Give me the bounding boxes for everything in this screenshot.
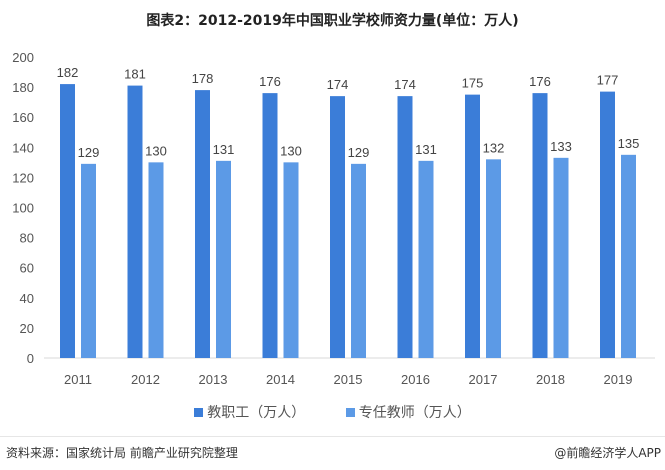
source-note: 资料来源：国家统计局 前瞻产业研究院整理 (6, 446, 238, 460)
legend-swatch (345, 408, 355, 417)
y-tick-label: 120 (12, 170, 34, 185)
bar (465, 94, 480, 358)
data-label: 178 (192, 71, 214, 86)
bar (418, 160, 434, 358)
bar (148, 162, 164, 358)
data-label: 129 (348, 145, 370, 160)
x-tick-label: 2019 (604, 372, 633, 387)
legend-label: 专任教师（万人） (358, 405, 471, 421)
bar (262, 93, 278, 359)
bar (486, 159, 501, 358)
y-tick-label: 0 (27, 351, 34, 366)
data-label: 176 (529, 74, 551, 89)
data-label: 130 (145, 143, 167, 158)
credit: @前瞻经济学人APP (554, 446, 661, 460)
y-tick-label: 80 (20, 231, 34, 246)
y-tick-label: 100 (12, 201, 34, 216)
x-tick-label: 2012 (131, 372, 160, 387)
data-label: 181 (124, 67, 146, 82)
data-label: 176 (259, 74, 281, 89)
legend-label: 教职工（万人） (207, 405, 306, 421)
bar (216, 160, 231, 358)
y-tick-label: 20 (20, 321, 34, 336)
y-tick-label: 140 (12, 140, 34, 155)
bar (397, 96, 413, 358)
y-tick-label: 60 (20, 261, 34, 276)
data-label: 174 (394, 77, 416, 92)
y-tick-label: 160 (12, 110, 34, 125)
data-label: 129 (78, 145, 100, 160)
data-label: 174 (327, 77, 349, 92)
bar (60, 84, 75, 358)
legend: 教职工（万人） 专任教师（万人） (0, 402, 665, 422)
x-tick-label: 2017 (469, 372, 498, 387)
y-tick-label: 180 (12, 80, 34, 95)
bar (127, 85, 143, 358)
bar (81, 163, 96, 358)
data-label: 175 (462, 76, 484, 91)
data-label: 135 (618, 136, 640, 151)
data-label: 132 (483, 140, 505, 155)
bar-chart: 0 20 40 60 80 100 120 140 160 180 200 2011 182 129 201… (12, 50, 655, 387)
bar (283, 162, 299, 358)
divider (0, 436, 665, 437)
data-label: 131 (415, 142, 437, 157)
x-tick-label: 2013 (199, 372, 228, 387)
y-tick-label: 200 (12, 50, 34, 65)
x-tick-label: 2016 (401, 372, 430, 387)
bar (195, 90, 210, 359)
bar (532, 93, 548, 359)
bar (621, 154, 636, 358)
data-label: 177 (597, 73, 619, 88)
legend-item-teachers: 专任教师（万人） (345, 402, 471, 422)
bar (553, 157, 569, 358)
x-tick-label: 2015 (334, 372, 363, 387)
y-tick-label: 40 (20, 291, 34, 306)
legend-item-staff: 教职工（万人） (194, 402, 305, 422)
bar (330, 96, 345, 358)
data-label: 182 (57, 65, 79, 80)
bar (600, 91, 615, 359)
x-tick-label: 2014 (266, 372, 295, 387)
data-label: 131 (213, 142, 235, 157)
legend-swatch (194, 408, 204, 417)
x-tick-label: 2011 (64, 372, 92, 387)
data-label: 130 (280, 143, 302, 158)
x-tick-label: 2018 (536, 372, 565, 387)
chart-title: 图表2：2012-2019年中国职业学校师资力量(单位：万人) (146, 13, 519, 29)
bar (351, 163, 366, 358)
data-label: 133 (550, 139, 572, 154)
